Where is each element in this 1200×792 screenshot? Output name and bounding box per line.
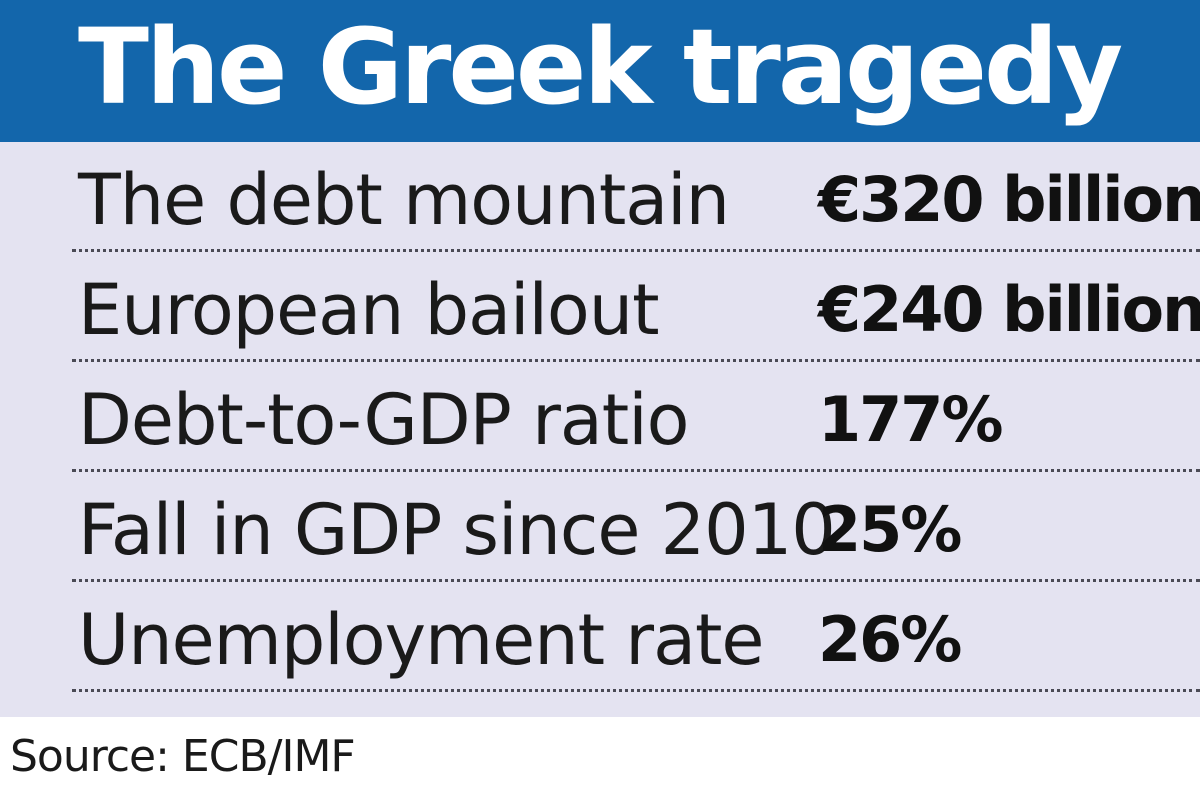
title-banner: The Greek tragedy	[0, 0, 1200, 142]
row-label: The debt mountain	[78, 159, 730, 241]
table-row: Fall in GDP since 2010 25%	[0, 472, 1200, 582]
table-row: The debt mountain €320 billion	[0, 142, 1200, 252]
row-label: Fall in GDP since 2010	[78, 489, 836, 571]
chart-title: The Greek tragedy	[78, 6, 1123, 128]
row-value: 177%	[818, 383, 1004, 456]
row-label: European bailout	[78, 269, 660, 351]
row-label: Debt-to-GDP ratio	[78, 379, 690, 461]
row-value: 26%	[818, 603, 962, 676]
row-value: €320 billion	[818, 163, 1200, 236]
table-row: Debt-to-GDP ratio 177%	[0, 362, 1200, 472]
table-row: Unemployment rate 26%	[0, 582, 1200, 692]
row-value: €240 billion	[818, 273, 1200, 346]
table-row: European bailout €240 billion	[0, 252, 1200, 362]
data-table: The debt mountain €320 billion European …	[0, 142, 1200, 717]
row-label: Unemployment rate	[78, 599, 764, 681]
row-value: 25%	[818, 493, 962, 566]
source-note: Source: ECB/IMF	[10, 731, 356, 782]
